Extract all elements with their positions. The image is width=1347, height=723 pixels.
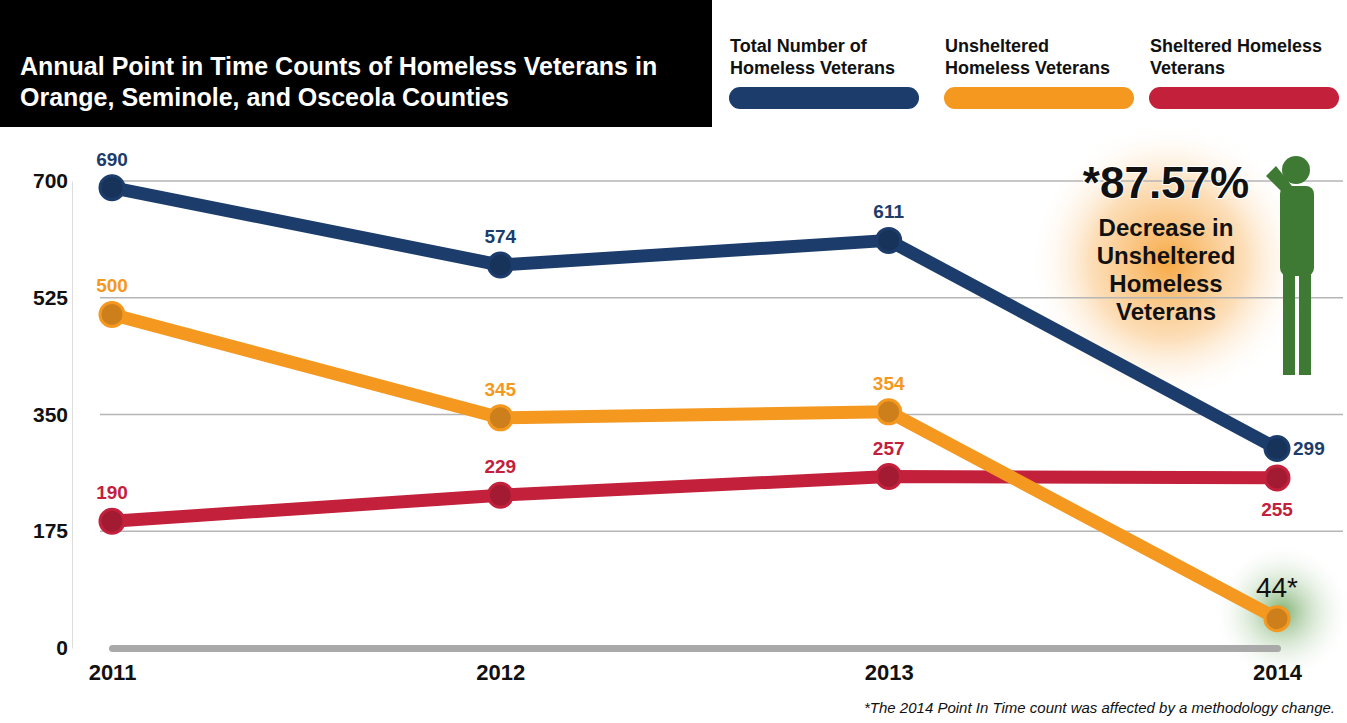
y-tick-label: 700 <box>33 169 68 192</box>
x-tick-label: 2011 <box>89 660 137 685</box>
data-label: 345 <box>484 379 516 400</box>
y-tick-label: 175 <box>33 519 68 542</box>
legend-label: Total Number ofHomeless Veterans <box>730 36 895 78</box>
legend-swatch <box>1160 87 1328 109</box>
annotation: *87.57% Decrease inUnshelteredHomelessVet… <box>1083 158 1249 325</box>
x-tick: 2011 <box>89 648 137 685</box>
data-label: 44* <box>1256 572 1298 603</box>
x-tick-label: 2012 <box>476 660 525 685</box>
series-point <box>1265 607 1289 631</box>
data-label: 690 <box>96 149 128 170</box>
text-line: Homeless Veterans <box>730 58 895 78</box>
legend-item: Total Number ofHomeless Veterans <box>730 36 908 98</box>
series-line <box>112 188 1277 449</box>
text-line: Orange, Seminole, and Osceola Counties <box>20 83 509 111</box>
annotation-headline: *87.57% <box>1083 158 1249 207</box>
text-line: Annual Point in Time Counts of Homeless … <box>20 52 657 80</box>
text-line: Homeless Veterans <box>945 58 1110 78</box>
series-point <box>1265 466 1289 490</box>
x-tick: 2014 <box>1253 648 1303 685</box>
text-line: Decrease in <box>1099 214 1234 241</box>
x-axis-line <box>113 645 1278 652</box>
footnote: *The 2014 Point In Time count was affect… <box>864 699 1335 716</box>
series-line <box>112 477 1277 522</box>
series-point <box>488 406 512 430</box>
y-tick-label: 0 <box>56 636 68 659</box>
grid-line <box>100 531 1343 533</box>
soldier-leg <box>1299 270 1311 375</box>
soldier-icon <box>1266 156 1314 375</box>
text-line: Total Number of <box>730 36 868 56</box>
series-point <box>488 483 512 507</box>
y-tick-label: 350 <box>33 403 68 426</box>
legend-label: UnshelteredHomeless Veterans <box>945 36 1110 78</box>
plot-area <box>100 176 1289 631</box>
text-line: Veterans <box>1116 298 1216 325</box>
soldier-arm <box>1266 166 1292 192</box>
legend-swatch <box>955 87 1123 109</box>
data-label: 611 <box>873 201 904 222</box>
annotation-glow <box>1028 122 1308 402</box>
legend: Total Number ofHomeless VeteransUnshelte… <box>730 36 1328 98</box>
x-tick-label: 2013 <box>865 660 914 685</box>
data-label: 229 <box>484 456 516 477</box>
x-axis: 2011 2012 2013 2014 <box>89 648 1303 685</box>
text-line: Veterans <box>1150 58 1225 78</box>
x-tick: 2012 <box>476 648 525 685</box>
x-tick-label: 2014 <box>1253 660 1303 685</box>
series-point <box>488 253 512 277</box>
y-tick: 175 <box>33 519 72 542</box>
soldier-body <box>1280 186 1314 276</box>
legend-swatch <box>740 87 908 109</box>
data-label: 500 <box>96 275 128 296</box>
series-point <box>877 228 901 252</box>
data-label: 354 <box>873 373 905 394</box>
data-label: 257 <box>873 438 905 459</box>
y-tick: 700 <box>33 169 72 192</box>
y-tick: 350 <box>33 403 72 426</box>
x-tick: 2013 <box>865 648 914 685</box>
legend-label: Sheltered HomelessVeterans <box>1150 36 1322 78</box>
text-line: Sheltered Homeless <box>1150 36 1322 56</box>
soldier-leg <box>1283 270 1295 375</box>
data-label: 190 <box>96 482 128 503</box>
data-label: 299 <box>1293 438 1325 459</box>
y-axis: 0 175 350 525 700 <box>33 169 73 659</box>
legend-item: UnshelteredHomeless Veterans <box>945 36 1123 98</box>
annotation-text: Decrease inUnshelteredHomelessVeterans <box>1097 214 1236 325</box>
y-axis-line <box>72 182 73 649</box>
data-label: 574 <box>484 226 516 247</box>
y-tick: 525 <box>33 286 72 309</box>
y-tick: 0 <box>56 636 72 659</box>
y-tick-label: 525 <box>33 286 68 309</box>
title: Annual Point in Time Counts of Homeless … <box>20 52 657 111</box>
text-line: Homeless <box>1109 270 1222 297</box>
series-point <box>877 400 901 424</box>
series-point <box>100 302 124 326</box>
title-box <box>0 0 712 127</box>
chart: 0 175 350 525 700 2011 2012 2013 2014 690 574 611 29… <box>0 0 1347 723</box>
series-point <box>877 465 901 489</box>
series-point <box>1265 437 1289 461</box>
series-point <box>100 176 124 200</box>
data-labels: 690 574 611 299 500 345 354 44* 190 229 257 255 <box>96 149 1325 603</box>
series-point <box>100 509 124 533</box>
text-line: Unsheltered <box>945 36 1049 56</box>
legend-item: Sheltered HomelessVeterans <box>1150 36 1328 98</box>
data-label: 255 <box>1261 499 1293 520</box>
text-line: Unsheltered <box>1097 242 1236 269</box>
